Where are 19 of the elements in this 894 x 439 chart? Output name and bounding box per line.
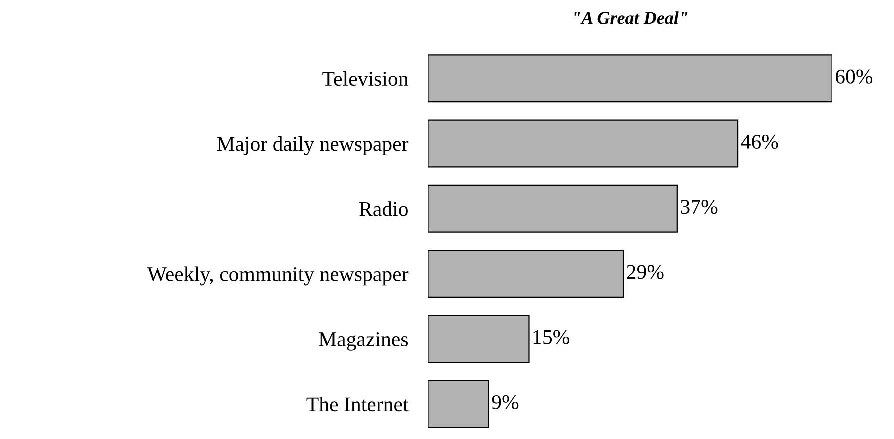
data-label: 15% xyxy=(534,330,570,344)
bar xyxy=(428,54,832,103)
y-tick-label: The Internet xyxy=(306,397,409,412)
bar xyxy=(428,380,490,428)
data-label: 29% xyxy=(627,265,664,280)
bar xyxy=(428,250,624,298)
data-label: 60% xyxy=(836,70,873,84)
y-tick-label: Major daily newspaper xyxy=(217,136,409,156)
chart-title: "A Great Deal" xyxy=(574,12,688,24)
bar xyxy=(428,120,739,168)
bar xyxy=(428,315,530,364)
data-label: 46% xyxy=(741,134,778,150)
y-tick-label: Magazines xyxy=(319,332,408,351)
y-tick-label: Weekly, community newspaper xyxy=(147,266,409,286)
data-label: 9% xyxy=(492,395,519,410)
bar xyxy=(428,184,678,233)
data-label: 37% xyxy=(681,200,718,214)
y-tick-label: Television xyxy=(322,71,408,86)
y-tick-label: Radio xyxy=(360,202,408,216)
